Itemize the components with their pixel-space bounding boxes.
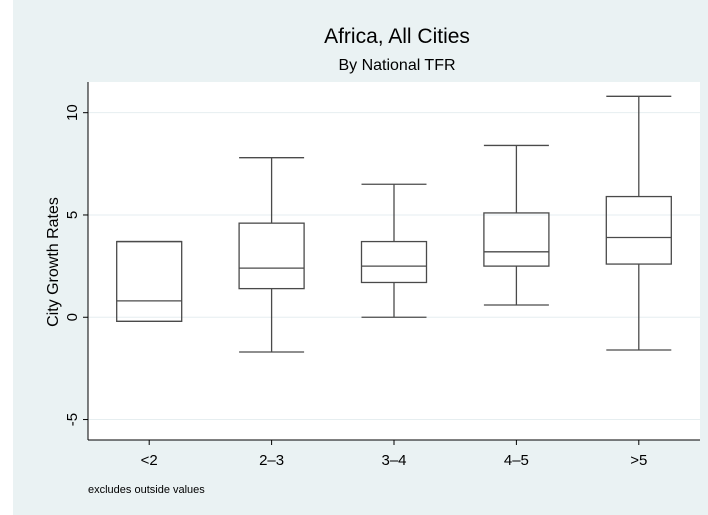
y-tick-label: 0 <box>64 313 81 321</box>
chart-title: Africa, All Cities <box>324 25 470 48</box>
y-tick-label: 5 <box>64 211 81 219</box>
plot-area: -5 0 5 10 <2 2–3 3–4 4–5 >5 <box>64 82 700 469</box>
y-axis-title: City Growth Rates <box>45 197 62 327</box>
plot-background <box>88 82 700 440</box>
box-0 <box>116 240 183 322</box>
box-3 <box>483 212 550 267</box>
x-tick-label: >5 <box>630 452 647 469</box>
chart-svg: Africa, All Cities By National TFR -5 0 5 1… <box>45 25 700 496</box>
box-2 <box>360 240 428 284</box>
chart-subtitle: By National TFR <box>338 57 455 74</box>
chart-figure: Africa, All Cities By National TFR -5 0 5 1… <box>13 0 708 515</box>
x-tick-label: 2–3 <box>259 452 284 469</box>
y-tick-label: 10 <box>64 104 81 121</box>
box-1 <box>238 222 305 290</box>
box-4 <box>605 195 672 265</box>
y-tick-label: -5 <box>64 413 81 426</box>
chart-note: excludes outside values <box>88 484 205 496</box>
x-tick-label: <2 <box>141 452 158 469</box>
x-tick-label: 3–4 <box>381 452 406 469</box>
x-tick-label: 4–5 <box>504 452 529 469</box>
